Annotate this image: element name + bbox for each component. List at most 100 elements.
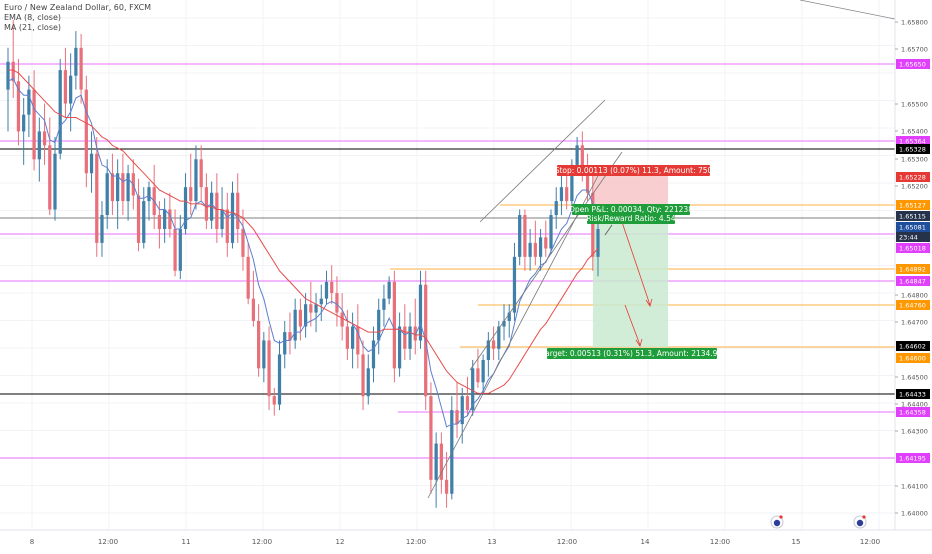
candle-body (58, 70, 62, 154)
time-tick-label[interactable]: 12 (336, 538, 345, 546)
price-badge[interactable] (896, 172, 930, 182)
time-tick-label[interactable]: 12:00 (252, 538, 272, 546)
time-tick-label[interactable]: 15 (792, 538, 801, 546)
candle-body (549, 215, 553, 249)
candle-body (486, 340, 490, 360)
price-badge-label[interactable]: 1.65127 (899, 202, 926, 210)
candle-body (314, 304, 318, 313)
candle-body (324, 281, 329, 299)
price-badge[interactable] (896, 211, 930, 221)
open-pnl-label[interactable]: Open P&L: 0.00034, Qty: 221238 (569, 205, 693, 214)
price-badge-label[interactable]: 1.64892 (899, 266, 926, 274)
candle-body (283, 332, 287, 355)
time-tick-label[interactable]: 12:00 (98, 538, 118, 546)
price-badge[interactable] (896, 222, 930, 232)
trendline-top-right[interactable] (799, 0, 911, 23)
stop-label[interactable]: Stop: 0.00113 (0.07%) 11.3, Amount: 750 (555, 166, 713, 175)
time-axis[interactable]: 8 12:00 11 12:00 12 12:00 13 12:00 14 12:00 15 12:0… (0, 529, 932, 546)
candle-body (95, 153, 99, 243)
candle-body (418, 284, 423, 341)
price-badge-label[interactable]: 23:44 (899, 234, 918, 242)
candle-body (309, 304, 313, 313)
price-badge-label[interactable]: 1.65081 (899, 224, 926, 232)
candle-body (596, 228, 600, 257)
economic-event-icon[interactable] (853, 515, 867, 529)
price-badge[interactable] (896, 341, 930, 351)
price-badge[interactable] (896, 407, 930, 417)
target-label[interactable]: Target: 0.00513 (0.31%) 51.3, Amount: 21… (541, 349, 723, 358)
risk-reward-label[interactable]: Risk/Reward Ratio: 4.54 (586, 214, 675, 223)
price-badge[interactable] (896, 232, 930, 242)
trendline-upper[interactable] (479, 99, 606, 223)
time-tick-label[interactable]: 14 (641, 538, 650, 546)
trendline-lower[interactable] (427, 171, 601, 499)
price-badge[interactable] (896, 144, 930, 154)
price-badge[interactable] (896, 243, 930, 253)
candle-body (225, 209, 229, 243)
price-axis[interactable]: 1.65800 1.65700 1.65500 1.65400 1.65300 1.652… (894, 0, 932, 550)
trend-drawings[interactable] (427, 0, 911, 499)
time-tick-label[interactable]: 12:00 (710, 538, 730, 546)
candle-body (147, 187, 151, 202)
symbol-title[interactable]: Euro / New Zealand Dollar, 60, FXCM (4, 3, 152, 12)
price-badge-label[interactable]: 1.64602 (899, 343, 926, 351)
time-tick-label[interactable]: 13 (488, 538, 497, 546)
stop-label-box[interactable] (557, 165, 710, 176)
candle-body (377, 309, 381, 341)
price-badge-label[interactable]: 1.64600 (899, 355, 926, 363)
event-flag-dot (779, 515, 783, 519)
price-badge[interactable] (896, 264, 930, 274)
price-badge[interactable] (896, 276, 930, 286)
candle-body (319, 298, 323, 305)
time-tick-label[interactable]: 12:00 (406, 538, 426, 546)
ma-legend[interactable]: MA (21, close) (4, 23, 62, 32)
price-badge[interactable] (896, 300, 930, 310)
price-badge-label[interactable]: 1.65650 (899, 61, 926, 69)
price-badge[interactable] (896, 200, 930, 210)
price-badge-label[interactable]: 1.65228 (899, 174, 926, 182)
economic-event-icon[interactable] (770, 515, 784, 529)
candle-body (382, 298, 386, 310)
price-badge[interactable] (896, 353, 930, 363)
price-badge-label[interactable]: 1.65115 (899, 213, 926, 221)
price-badge-label[interactable]: 1.64195 (899, 455, 926, 463)
time-tick-label[interactable]: 8 (30, 538, 34, 546)
projection-arrow[interactable] (624, 304, 641, 346)
price-badge[interactable] (896, 136, 930, 146)
price-badge-label[interactable]: 1.64358 (899, 409, 926, 417)
time-tick-label[interactable]: 12:00 (860, 538, 880, 546)
price-badge-label[interactable]: 1.65364 (899, 138, 926, 146)
candle-body (194, 159, 198, 202)
time-tick-label[interactable]: 11 (182, 538, 191, 546)
event-dot (773, 519, 781, 527)
projection-arrow[interactable] (621, 221, 651, 306)
ema-legend[interactable]: EMA (8, close) (4, 13, 61, 22)
position-labels[interactable]: Stop: 0.00113 (0.07%) 11.3, Amount: 750 O… (541, 165, 723, 359)
price-badge-label[interactable]: 1.64847 (899, 278, 926, 286)
candle-body (350, 326, 355, 349)
trendline-mid[interactable] (469, 151, 623, 371)
price-badge-label[interactable]: 1.65018 (899, 245, 926, 253)
event-flag-dot (862, 515, 866, 519)
price-badge-label[interactable]: 1.64760 (899, 302, 926, 310)
price-badge-label[interactable]: 1.65328 (899, 146, 926, 154)
candle-body (27, 89, 31, 115)
event-icons[interactable] (770, 515, 867, 529)
price-badge[interactable] (896, 59, 930, 69)
candle-body (371, 340, 376, 369)
open-pnl-label-box[interactable] (572, 204, 690, 215)
target-label-box[interactable] (547, 348, 717, 359)
take-profit-zone[interactable] (593, 220, 668, 347)
time-tick-label[interactable]: 12:00 (557, 538, 577, 546)
risk-reward-label-box[interactable] (587, 213, 675, 224)
candlesticks (6, 19, 600, 508)
price-badge[interactable] (896, 453, 930, 463)
candle-body (450, 410, 454, 494)
candle-body (502, 320, 506, 327)
price-badge-label[interactable]: 1.64433 (899, 391, 926, 399)
candle-body (251, 298, 256, 321)
price-badge[interactable] (896, 389, 930, 399)
